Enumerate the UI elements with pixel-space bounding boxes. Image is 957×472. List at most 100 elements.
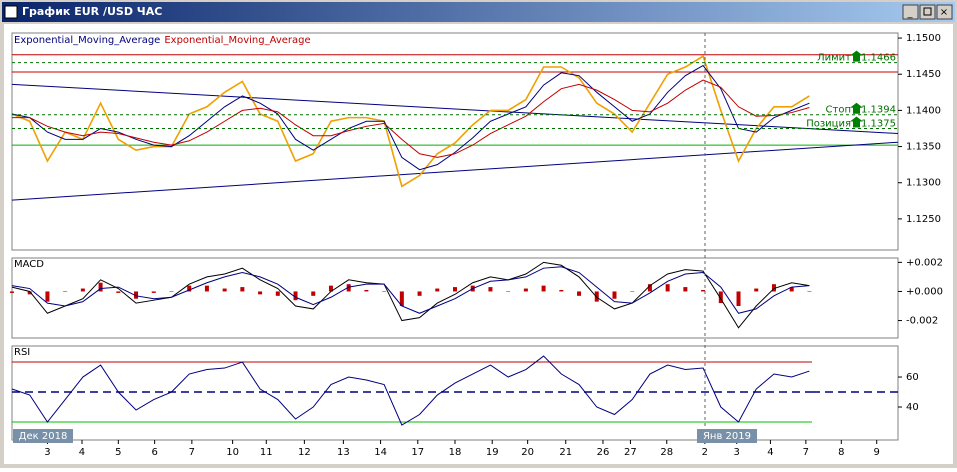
trend-line [11, 141, 899, 201]
histogram-bar [541, 285, 546, 292]
histogram-bar [204, 285, 209, 292]
panel-title: MACD [14, 259, 44, 270]
histogram-bar [665, 284, 670, 292]
histogram-bar [577, 291, 582, 296]
close-button[interactable] [936, 4, 953, 20]
title-bar [2, 2, 955, 22]
histogram-bar [116, 291, 121, 293]
x-tick-label: 9 [874, 447, 880, 458]
histogram-bar [98, 282, 103, 292]
period-label: Янв 2019 [703, 431, 751, 442]
histogram-bar [10, 291, 14, 293]
histogram-bar [187, 285, 192, 292]
y-tick-label: 1.1450 [906, 69, 941, 80]
x-tick-label: 21 [559, 447, 572, 458]
histogram-bar [311, 291, 316, 296]
y-tick-label: -0.002 [906, 316, 938, 327]
order-arrow [850, 50, 863, 62]
x-tick-label: 18 [449, 447, 462, 458]
maximize-button[interactable] [919, 4, 936, 20]
series-line [12, 79, 810, 158]
minimize-icon: _ [907, 8, 914, 19]
histogram-bar [240, 287, 245, 292]
y-tick-label: 1.1400 [906, 105, 941, 116]
histogram-bar [523, 288, 528, 292]
x-tick-label: 11 [260, 447, 273, 458]
panel-title: RSI [14, 347, 30, 358]
histogram-bar [134, 291, 139, 299]
histogram-bar [612, 291, 617, 299]
histogram-bar [559, 290, 564, 292]
x-tick-label: 26 [597, 447, 610, 458]
minimize-button[interactable] [902, 4, 919, 20]
x-tick-label: 3 [44, 447, 50, 458]
order-arrow [850, 116, 863, 128]
y-tick-label: 60 [906, 372, 919, 383]
x-tick-label: 7 [189, 447, 195, 458]
series-line [11, 64, 810, 171]
period-label-box [697, 429, 757, 443]
order-value: 1.1375 [861, 118, 896, 129]
histogram-bar [683, 287, 688, 292]
histogram-bar [630, 291, 635, 292]
x-tick-label: 2 [702, 447, 708, 458]
histogram-bar [488, 287, 493, 292]
y-tick-label: 1.1350 [906, 142, 941, 153]
order-arrow [850, 102, 863, 114]
close-icon: × [940, 7, 948, 18]
panel-frame [11, 345, 899, 441]
window-title: График EUR /USD ЧАС [22, 5, 162, 18]
histogram-bar [718, 291, 723, 304]
histogram-bar [453, 287, 457, 292]
x-tick-label: 3 [734, 447, 740, 458]
x-tick-label: 20 [521, 447, 534, 458]
legend-entry: Exponential_Moving_Average [14, 35, 160, 46]
x-tick-label: 7 [803, 447, 809, 458]
histogram-bar [80, 288, 85, 292]
histogram-bar [789, 287, 794, 292]
order-value: 1.1466 [861, 53, 896, 64]
trend-line [11, 83, 899, 135]
y-tick-label: 1.1500 [906, 33, 941, 44]
order-name: Стоп [826, 105, 851, 116]
histogram-bar [27, 291, 32, 295]
order-name: Позиция [806, 118, 851, 129]
x-tick-label: 27 [624, 447, 637, 458]
histogram-bar [647, 284, 652, 292]
series-line [11, 54, 810, 188]
histogram-bar [45, 291, 50, 302]
panel-frame [11, 257, 899, 339]
histogram-bar [222, 288, 227, 292]
histogram-bar [417, 291, 422, 296]
histogram-bar [754, 288, 759, 292]
histogram-bar [364, 290, 369, 292]
y-tick-label: 40 [906, 402, 919, 413]
x-tick-label: 5 [115, 447, 121, 458]
order-name: Лимит [817, 53, 851, 64]
window-icon [4, 5, 18, 19]
histogram-bar [275, 291, 280, 296]
x-tick-label: 14 [374, 447, 387, 458]
histogram-bar [399, 291, 404, 306]
histogram-bar [258, 291, 263, 295]
histogram-bar [63, 291, 68, 292]
x-tick-label: 4 [79, 447, 85, 458]
series-line [11, 261, 810, 329]
y-tick-label: +0.002 [906, 257, 943, 268]
histogram-bar [169, 291, 174, 292]
y-tick-label: +0.000 [906, 286, 943, 297]
y-tick-label: 1.1300 [906, 178, 941, 189]
series-line [11, 355, 810, 426]
x-tick-label: 8 [838, 447, 844, 458]
x-tick-label: 6 [151, 447, 157, 458]
x-tick-label: 13 [337, 447, 350, 458]
period-label-box [13, 429, 73, 443]
histogram-bar [293, 291, 298, 301]
histogram-bar [151, 291, 156, 293]
x-tick-label: 19 [486, 447, 499, 458]
histogram-bar [771, 284, 776, 292]
x-tick-label: 10 [226, 447, 239, 458]
y-tick-label: 1.1250 [906, 214, 941, 225]
period-label: Дек 2018 [19, 431, 68, 442]
